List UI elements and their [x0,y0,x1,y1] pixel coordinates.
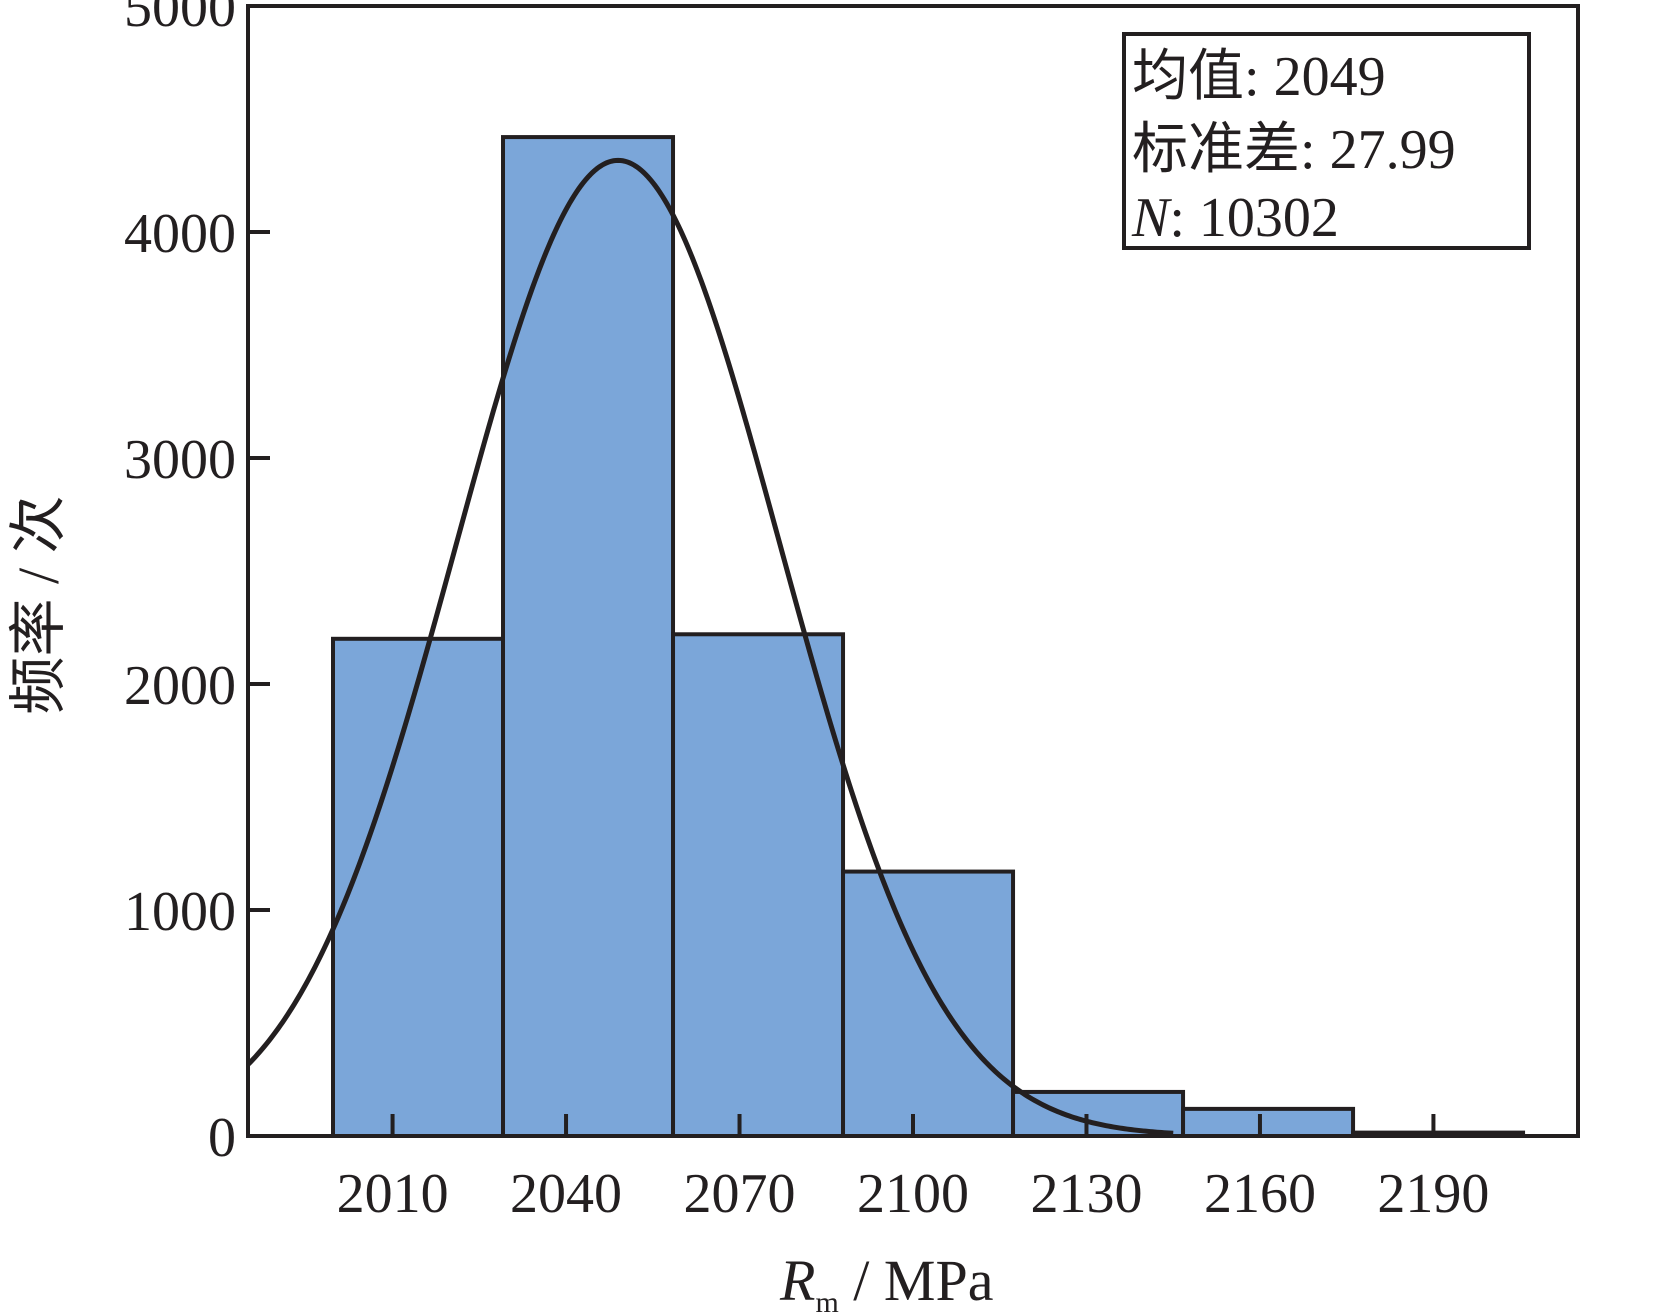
y-tick-label-4000: 4000 [124,203,236,265]
stat-n-label: N [1131,187,1172,249]
x-tick-label-2100: 2100 [857,1163,969,1225]
x-tick-label-2070: 2070 [684,1163,796,1225]
y-tick-label-2000: 2000 [124,655,236,717]
stat-mean-label: 均值 [1132,46,1244,108]
y-axis-ticks: 0 1000 2000 3000 4000 5000 [124,0,270,1169]
x-tick-label-2010: 2010 [337,1163,449,1225]
histogram-bar-4 [841,869,1016,1139]
stat-mean-value: 2049 [1274,46,1386,108]
x-tick-label-2040: 2040 [510,1163,622,1225]
stat-std: 标准差: 27.99 [1132,119,1456,181]
normal-fit-curve [246,157,1174,1136]
stat-n: N: 10302 [1131,187,1339,249]
y-tick-label-0: 0 [208,1107,236,1169]
x-tick-label-2160: 2160 [1204,1163,1316,1225]
histogram-bar-2 [501,135,676,1138]
x-axis-ticks: 2010 2040 2070 2100 2130 2160 2190 [337,1114,1489,1225]
y-tick-label-3000: 3000 [124,429,236,491]
stat-std-value: 27.99 [1330,119,1456,181]
stats-box: 均值: 2049 标准差: 27.99 N: 10302 [1122,32,1531,250]
normal-fit-curve-layer [246,157,1174,1136]
stat-std-label: 标准差 [1132,119,1300,181]
histogram-bar-5 [1011,1089,1186,1139]
stats-box-frame [1122,32,1531,250]
x-axis-label-sub: m [815,1286,838,1316]
histogram-bar-1 [331,636,506,1138]
x-axis-label: Rm / MPa [779,1248,993,1316]
y-tick-label-1000: 1000 [124,881,236,943]
x-axis-label-main: R [779,1248,815,1313]
x-tick-label-2190: 2190 [1377,1163,1489,1225]
histogram-bar-6 [1181,1106,1356,1139]
y-tick-label-5000: 5000 [124,0,236,39]
histogram-bars [331,135,1526,1139]
x-axis-label-unit: / MPa [839,1248,994,1313]
stat-n-value: 10302 [1199,187,1339,249]
x-tick-label-2130: 2130 [1030,1163,1142,1225]
stat-mean: 均值: 2049 [1132,46,1386,108]
histogram-bar-3 [671,632,846,1139]
y-axis-label: 频率 / 次 [6,495,71,714]
